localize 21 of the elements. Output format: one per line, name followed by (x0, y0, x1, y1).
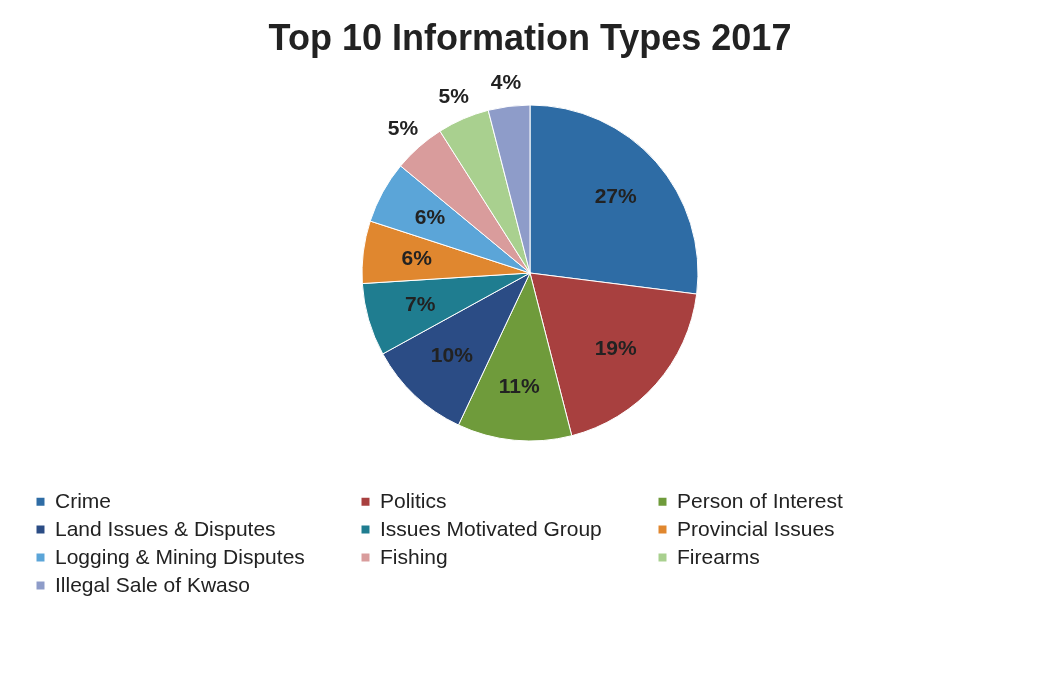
legend-label: Fishing (380, 544, 448, 568)
legend-label: Issues Motivated Group (380, 516, 602, 540)
legend-label: Politics (380, 488, 447, 512)
legend-label: Person of Interest (677, 488, 843, 512)
legend-label: Land Issues & Disputes (55, 516, 276, 540)
legend-label: Provincial Issues (677, 516, 835, 540)
data-label: 5% (387, 115, 419, 139)
data-label: 4% (490, 69, 522, 93)
data-label: 10% (430, 343, 474, 367)
chart-title: Top 10 Information Types 2017 (268, 16, 792, 58)
data-label: 27% (594, 184, 638, 208)
data-label: 19% (594, 335, 638, 359)
legend-label: Firearms (677, 544, 760, 568)
data-label: 6% (401, 245, 433, 269)
data-label: 7% (405, 291, 436, 315)
data-label: 6% (414, 204, 446, 228)
data-label: 11% (498, 373, 541, 397)
legend-label: Illegal Sale of Kwaso (55, 572, 250, 596)
legend-label: Logging & Mining Disputes (55, 544, 305, 568)
legend-label: Crime (55, 488, 111, 512)
data-label: 5% (438, 83, 470, 107)
